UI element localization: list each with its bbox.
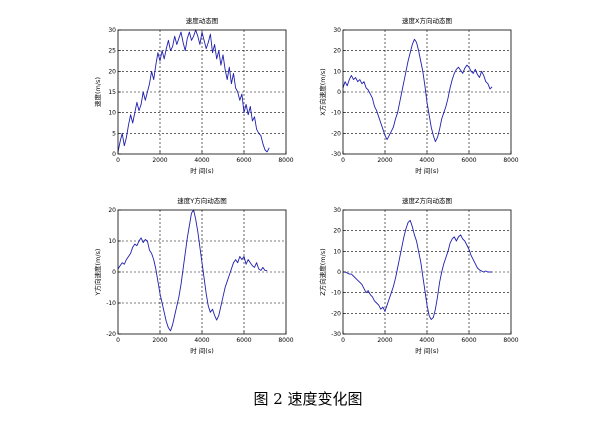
x-tick-label: 4000 bbox=[194, 157, 209, 164]
y-axis-label: Z方向速度(m/s) bbox=[318, 248, 327, 295]
x-tick-label: 8000 bbox=[278, 337, 293, 344]
series-line bbox=[117, 29, 270, 153]
x-axis-label: 时 间(s) bbox=[415, 346, 439, 355]
y-tick-label: 30 bbox=[108, 27, 116, 34]
series-line bbox=[343, 219, 493, 320]
x-tick-label: 4000 bbox=[419, 157, 434, 164]
y-tick-label: 25 bbox=[108, 48, 116, 55]
x-tick-label: 2000 bbox=[377, 157, 392, 164]
y-axis-label: X方向速度(m/s) bbox=[318, 68, 327, 115]
x-tick-label: 0 bbox=[116, 157, 120, 164]
y-tick-label: -10 bbox=[106, 300, 116, 307]
y-tick-label: 5 bbox=[112, 130, 116, 137]
y-tick-label: 0 bbox=[337, 89, 341, 96]
x-tick-label: 2000 bbox=[377, 337, 392, 344]
chart-title: 速度Z方向动态图 bbox=[402, 196, 452, 205]
x-tick-label: 6000 bbox=[236, 157, 251, 164]
y-tick-label: 20 bbox=[108, 207, 116, 214]
y-tick-label: -30 bbox=[331, 331, 341, 338]
series-line bbox=[342, 38, 493, 143]
y-tick-label: 30 bbox=[333, 207, 341, 214]
x-tick-label: 6000 bbox=[461, 337, 476, 344]
series-line bbox=[117, 209, 268, 332]
y-tick-label: 10 bbox=[333, 68, 341, 75]
x-tick-label: 0 bbox=[341, 157, 345, 164]
x-axis-label: 时 间(s) bbox=[415, 166, 439, 175]
chart-title: 速度动态图 bbox=[186, 16, 219, 25]
x-tick-label: 6000 bbox=[461, 157, 476, 164]
x-tick-label: 8000 bbox=[503, 157, 518, 164]
y-axis-label: 速度(m/s) bbox=[93, 77, 102, 107]
x-tick-label: 0 bbox=[341, 337, 345, 344]
y-tick-label: 0 bbox=[112, 269, 116, 276]
x-tick-label: 4000 bbox=[419, 337, 434, 344]
y-tick-label: -30 bbox=[331, 151, 341, 158]
y-tick-label: -20 bbox=[331, 130, 341, 137]
y-tick-label: 20 bbox=[333, 228, 341, 235]
chart-panel-4: 0 2000 4000 6000 8000 -30 -20 -10 0 10 20 30 速度Z方向动态… bbox=[318, 196, 519, 355]
x-tick-label: 0 bbox=[116, 337, 120, 344]
y-tick-label: -10 bbox=[331, 110, 341, 117]
x-axis-label: 时 间(s) bbox=[190, 166, 214, 175]
y-tick-label: 20 bbox=[108, 68, 116, 75]
chart-title: 速度Y方向动态图 bbox=[177, 196, 226, 205]
x-tick-label: 2000 bbox=[152, 157, 167, 164]
chart-panel-2: 0 2000 4000 6000 8000 -30 -20 -10 0 10 20 30 速度X方向动态… bbox=[318, 16, 519, 175]
x-tick-label: 6000 bbox=[236, 337, 251, 344]
y-tick-label: 0 bbox=[112, 151, 116, 158]
x-tick-label: 8000 bbox=[278, 157, 293, 164]
x-tick-label: 4000 bbox=[194, 337, 209, 344]
y-tick-label: -20 bbox=[106, 331, 116, 338]
y-tick-label: 10 bbox=[108, 110, 116, 117]
figure-caption: 图 2 速度变化图 bbox=[253, 390, 363, 408]
x-axis-label: 时 间(s) bbox=[190, 346, 214, 355]
y-tick-label: 10 bbox=[333, 248, 341, 255]
y-tick-label: -20 bbox=[331, 310, 341, 317]
y-tick-label: -10 bbox=[331, 290, 341, 297]
y-tick-label: 30 bbox=[333, 27, 341, 34]
y-tick-label: 15 bbox=[108, 89, 116, 96]
y-tick-label: 10 bbox=[108, 238, 116, 245]
x-tick-label: 8000 bbox=[503, 337, 518, 344]
y-axis-label: Y方向速度(m/s) bbox=[93, 249, 102, 297]
x-tick-label: 2000 bbox=[152, 337, 167, 344]
y-tick-label: 0 bbox=[337, 269, 341, 276]
y-tick-label: 20 bbox=[333, 48, 341, 55]
chart-title: 速度X方向动态图 bbox=[402, 16, 452, 25]
